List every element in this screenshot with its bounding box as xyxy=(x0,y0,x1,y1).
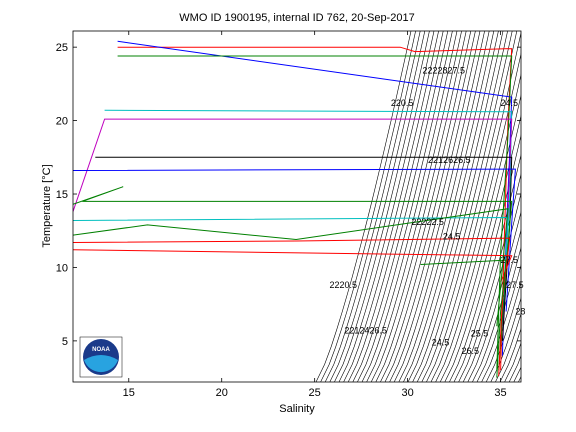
isopycnal xyxy=(481,263,521,382)
contour-label: 25.5 xyxy=(471,329,489,339)
isopycnal xyxy=(435,73,521,382)
y-tick-label: 10 xyxy=(56,262,68,274)
isopycnal xyxy=(426,31,521,382)
isopycnal xyxy=(338,31,435,382)
isopycnal xyxy=(485,280,521,382)
isopycnal xyxy=(407,31,504,382)
isopycnal xyxy=(532,31,576,382)
isopycnal xyxy=(416,31,513,382)
contour-label: 24.5 xyxy=(443,232,461,242)
isopycnal xyxy=(343,31,439,382)
isopycnal xyxy=(320,31,416,382)
isopycnal xyxy=(347,31,444,382)
isopycnal xyxy=(366,31,462,382)
isopycnal xyxy=(495,312,521,382)
isopycnal xyxy=(537,31,576,382)
isopycnal xyxy=(334,31,430,382)
profile-line xyxy=(73,208,509,327)
contour-label: 27.5 xyxy=(506,280,524,290)
isopycnal xyxy=(384,31,481,382)
x-tick-label: 25 xyxy=(309,387,321,399)
isopycnal xyxy=(421,31,518,382)
contour-label: 26.5 xyxy=(462,346,480,356)
profile-line xyxy=(73,186,513,371)
isopycnal xyxy=(398,31,495,382)
isopycnal xyxy=(370,31,467,382)
y-tick-label: 15 xyxy=(56,189,68,201)
contour-labels: 2222827.5 220.5 2212626.5 22222.5 24.5 2220.5… xyxy=(330,66,526,357)
isopycnal xyxy=(444,114,521,382)
y-axis-label: Temperature [°C] xyxy=(41,164,53,247)
contour-label: 22222.5 xyxy=(411,217,444,227)
contour-label: 24.5 xyxy=(432,337,450,347)
isopycnal xyxy=(513,366,521,382)
x-tick-label: 15 xyxy=(123,387,135,399)
isopycnal xyxy=(439,93,521,382)
profile-line xyxy=(95,156,513,341)
x-tick-label: 30 xyxy=(401,387,413,399)
isopycnal xyxy=(528,31,576,382)
isopycnal xyxy=(380,31,476,382)
isopycnal xyxy=(430,52,521,382)
isopycnal xyxy=(555,31,576,382)
y-tick-label: 20 xyxy=(56,116,68,128)
isopycnal xyxy=(389,31,485,382)
profile-line xyxy=(117,55,513,371)
isopycnal xyxy=(315,31,412,382)
profile-line xyxy=(420,259,507,378)
contour-label: 2212626.5 xyxy=(428,155,471,165)
isopycnal xyxy=(472,228,521,382)
isopycnal xyxy=(357,31,453,382)
x-tick-label: 35 xyxy=(494,387,506,399)
isopycnal xyxy=(523,31,576,382)
contour-label: 28 xyxy=(515,307,525,317)
contour-label: 24.5 xyxy=(501,98,519,108)
y-tick-label: 5 xyxy=(62,336,68,348)
isopycnal xyxy=(361,31,458,382)
isopycnal xyxy=(412,31,508,382)
axes-box xyxy=(72,30,522,383)
isopycnal xyxy=(546,31,576,382)
profiles xyxy=(73,40,516,378)
isopycnal xyxy=(518,375,521,382)
plot-area xyxy=(73,31,521,382)
contour-label: 27.5 xyxy=(501,255,519,265)
noaa-logo: NOAA xyxy=(79,336,123,378)
x-tick-label: 20 xyxy=(216,387,228,399)
isopycnal xyxy=(324,31,421,382)
x-axis-label: Salinity xyxy=(279,403,315,415)
contour-label: 220.5 xyxy=(391,98,414,108)
isopycnal xyxy=(352,31,449,382)
isopycnal xyxy=(541,31,576,382)
isopycnal xyxy=(551,31,576,382)
contour-label: 2212426.5 xyxy=(344,326,387,336)
isopycnal xyxy=(329,31,426,382)
isopycnal xyxy=(560,31,576,382)
contour-label: 2220.5 xyxy=(330,280,358,290)
y-tick-label: 25 xyxy=(56,42,68,54)
profile-line xyxy=(73,168,516,312)
logo-wave xyxy=(84,355,118,373)
logo-text: NOAA xyxy=(92,347,110,353)
chart-title: WMO ID 1900195, internal ID 762, 20-Sep-… xyxy=(179,12,414,24)
isopycnal xyxy=(490,297,521,382)
contour-label: 2222827.5 xyxy=(422,66,465,76)
isopycnal xyxy=(403,31,499,382)
isopycnal xyxy=(467,210,521,382)
isopycnal xyxy=(453,153,521,382)
profile-line xyxy=(73,237,511,377)
isopycnal xyxy=(462,192,521,382)
isopycnal xyxy=(393,31,490,382)
